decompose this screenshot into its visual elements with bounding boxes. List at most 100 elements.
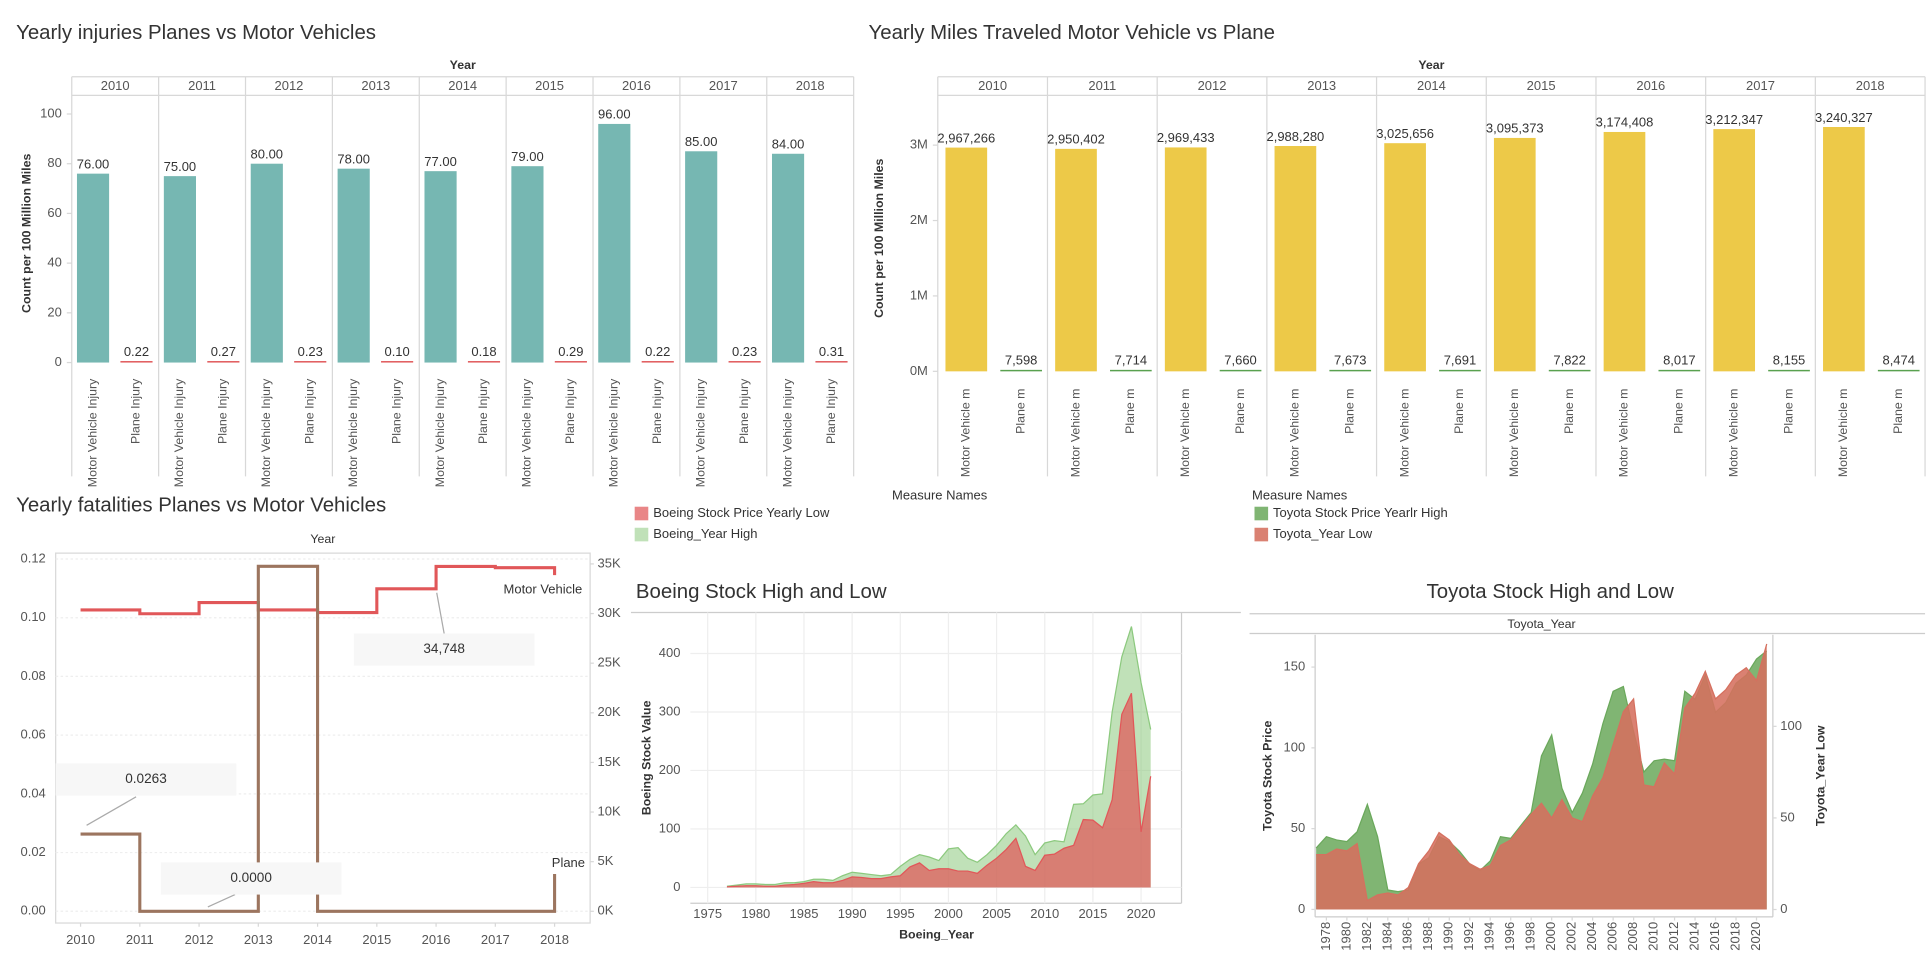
value-label: 80.00: [251, 146, 284, 161]
x-tick-label: 2015: [1078, 906, 1107, 921]
column-label: 2012: [275, 78, 304, 93]
chart-title: Yearly Miles Traveled Motor Vehicle vs P…: [869, 22, 1275, 44]
x-tick-label: 2018: [1727, 922, 1742, 951]
value-label: 8,155: [1773, 353, 1806, 368]
value-label: 0.27: [211, 344, 236, 359]
step-line: [80, 564, 557, 913]
category-label: Motor Vehicle Injury: [172, 378, 186, 487]
bar: [250, 163, 283, 363]
x-tick-label: 2017: [481, 932, 510, 947]
value-label: 7,598: [1005, 353, 1038, 368]
value-label: 2,967,266: [937, 130, 995, 145]
x-tick-label: 2006: [1605, 922, 1620, 951]
value-label: 2,969,433: [1157, 130, 1215, 145]
legend-title: Measure Names: [892, 488, 988, 503]
area-fill: [726, 693, 1151, 888]
y-tick-label: 0.12: [20, 550, 45, 565]
x-tick-label: 2014: [1686, 922, 1701, 951]
y2-tick-label: 15K: [598, 754, 621, 769]
bar: [163, 176, 196, 363]
column-label: 2015: [535, 78, 564, 93]
x-tick-label: 2010: [1646, 922, 1661, 951]
bar: [685, 151, 718, 363]
bar: [294, 361, 327, 363]
value-label: 7,660: [1224, 353, 1256, 368]
x-tick-label: 1985: [790, 906, 819, 921]
y2-tick-label: 0: [1780, 901, 1787, 916]
x-tick-label: 2008: [1625, 922, 1640, 951]
x-tick-label: 2012: [185, 932, 214, 947]
column-label: 2018: [796, 78, 825, 93]
bar: [1000, 369, 1042, 372]
category-label: Plane m: [1891, 389, 1905, 434]
bar: [1548, 369, 1591, 372]
value-label: 0.22: [124, 344, 149, 359]
y-tick-label: 2M: [910, 212, 928, 227]
y-tick-label: 80: [47, 155, 61, 170]
bar: [1055, 148, 1097, 372]
value-label: 3,240,327: [1815, 110, 1873, 125]
category-label: Plane m: [1562, 389, 1576, 434]
x-tick-label: 1995: [886, 906, 915, 921]
x-tick-label: 2000: [1543, 922, 1558, 951]
x-tick-label: 2018: [540, 932, 569, 947]
bar: [945, 147, 988, 372]
category-label: Plane m: [1672, 389, 1686, 434]
category-label: Plane Injury: [563, 378, 577, 444]
value-label: 0.31: [819, 344, 844, 359]
value-label: 79.00: [511, 149, 544, 164]
bar: [771, 153, 805, 363]
annotation-box: [353, 633, 535, 666]
x-tick-label: 2000: [934, 906, 963, 921]
y-axis-title: Count per 100 Million Miles: [872, 158, 886, 317]
x-tick-label: 1982: [1359, 922, 1374, 951]
annotation-leader: [207, 894, 236, 908]
bar: [1713, 129, 1756, 372]
bar: [1164, 147, 1207, 372]
y-tick-label: 0: [673, 879, 680, 894]
x-tick-label: 2016: [1707, 922, 1722, 951]
y2-axis-title: Toyota_Year Low: [1813, 725, 1827, 826]
x-axis-title: Year: [310, 532, 335, 546]
x-tick-label: 2010: [66, 932, 95, 947]
y-tick-label: 0: [55, 354, 62, 369]
column-label: 2017: [1746, 78, 1775, 93]
x-tick-label: 1994: [1482, 922, 1497, 951]
legend-label: Toyota Stock Price Yearlr High: [1273, 505, 1448, 520]
y-tick-label: 0.04: [20, 785, 45, 800]
value-label: 0.23: [732, 344, 757, 359]
area-fill: [1316, 643, 1767, 910]
value-label: 3,095,373: [1486, 121, 1544, 136]
x-tick-label: 2002: [1564, 922, 1579, 951]
x-tick-label: 1998: [1523, 922, 1538, 951]
y2-tick-label: 20K: [598, 704, 621, 719]
bar: [424, 171, 457, 363]
category-label: Motor Vehicle m: [1507, 389, 1521, 478]
column-label: 2010: [101, 78, 130, 93]
y-tick-label: 100: [1284, 739, 1306, 754]
x-tick-label: 1975: [693, 906, 722, 921]
bar: [207, 361, 240, 363]
x-tick-label: 2020: [1127, 906, 1156, 921]
category-label: Motor Vehicle m: [1397, 389, 1411, 478]
plot-frame: [55, 552, 591, 924]
x-tick-label: 1988: [1420, 922, 1435, 951]
y-tick-label: 0.06: [20, 727, 45, 742]
bar: [1384, 143, 1426, 372]
y-tick-label: 0.00: [20, 903, 45, 918]
bar: [554, 361, 587, 363]
bar: [1329, 369, 1372, 372]
category-label: Motor Vehicle m: [1726, 389, 1740, 478]
category-label: Motor Vehicle m: [1836, 389, 1850, 478]
value-label: 7,691: [1444, 353, 1477, 368]
annotation-box: [55, 763, 237, 796]
category-label: Plane Injury: [650, 378, 664, 444]
value-label: 78.00: [337, 151, 370, 166]
value-label: 85.00: [685, 134, 717, 149]
column-label: 2016: [622, 78, 651, 93]
x-tick-label: 2010: [1030, 906, 1059, 921]
column-label: 2013: [1307, 78, 1336, 93]
category-label: Motor Vehicle Injury: [346, 378, 360, 487]
column-title: Year: [1418, 58, 1444, 72]
